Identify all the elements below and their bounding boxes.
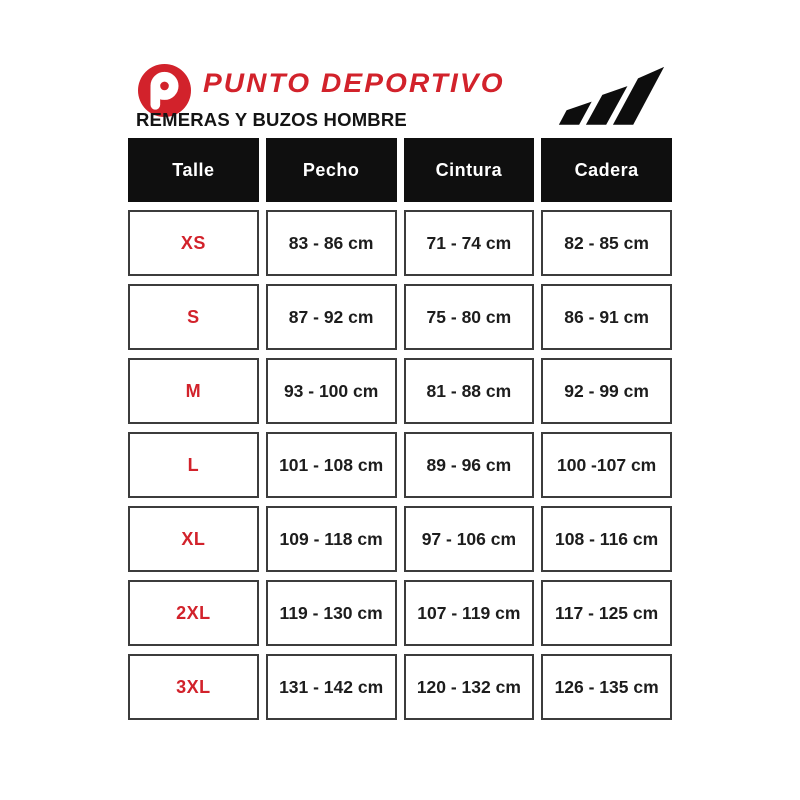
adidas-logo-icon [558,66,665,125]
pecho-value: 109 - 118 cm [265,506,397,572]
pecho-value: 101 - 108 cm [265,432,397,498]
cadera-value: 108 - 116 cm [541,506,672,572]
cadera-value: 92 - 99 cm [541,358,672,424]
size-label: L [128,432,259,498]
size-label: S [128,284,259,350]
cintura-value: 71 - 74 cm [403,210,535,276]
cadera-value: 82 - 85 cm [541,210,672,276]
size-label: XS [128,210,259,276]
pecho-value: 119 - 130 cm [265,580,397,646]
pecho-value: 93 - 100 cm [265,358,397,424]
brand-name: PUNTO DEPORTIVO [203,68,505,98]
size-label: XL [128,506,259,572]
cadera-value: 126 - 135 cm [541,654,672,720]
page-title: REMERAS Y BUZOS HOMBRE [136,109,407,130]
size-label: 2XL [128,580,259,646]
cadera-value: 86 - 91 cm [541,284,672,350]
cintura-value: 97 - 106 cm [403,506,535,572]
size-table: Talle Pecho Cintura Cadera XS 83 - 86 cm… [128,138,672,720]
size-label: 3XL [128,654,259,720]
cintura-value: 75 - 80 cm [403,284,535,350]
cintura-value: 107 - 119 cm [403,580,535,646]
cadera-value: 100 -107 cm [541,432,672,498]
pecho-value: 131 - 142 cm [265,654,397,720]
punto-deportivo-logo-icon [138,64,191,117]
size-label: M [128,358,259,424]
column-header-talle: Talle [128,138,259,202]
cadera-value: 117 - 125 cm [541,580,672,646]
pecho-value: 83 - 86 cm [265,210,397,276]
cintura-value: 120 - 132 cm [403,654,535,720]
column-header-pecho: Pecho [265,138,397,202]
column-header-cintura: Cintura [403,138,535,202]
column-header-cadera: Cadera [541,138,672,202]
cintura-value: 81 - 88 cm [403,358,535,424]
pecho-value: 87 - 92 cm [265,284,397,350]
cintura-value: 89 - 96 cm [403,432,535,498]
